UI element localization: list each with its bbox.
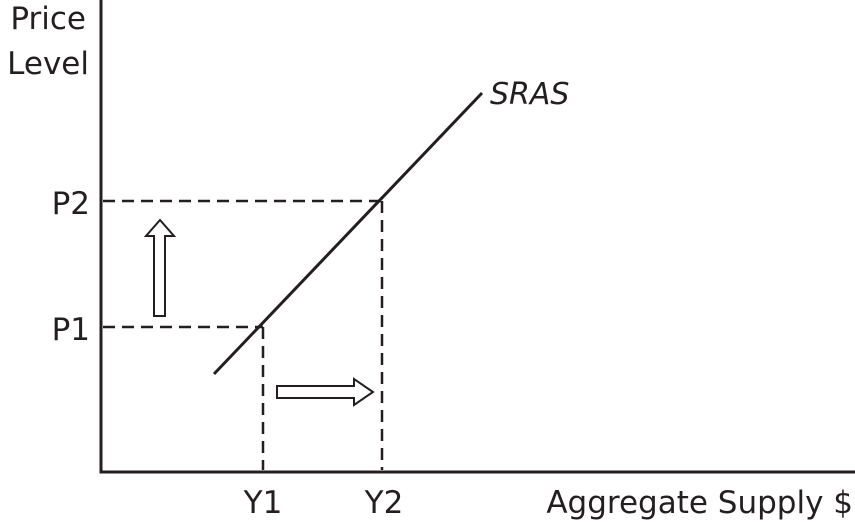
up-arrow-icon — [143, 218, 177, 317]
y1-label: Y1 — [243, 485, 283, 521]
p2-label: P2 — [52, 186, 90, 222]
sras-label: SRAS — [490, 77, 569, 112]
right-arrow-icon — [276, 377, 375, 407]
p1-label: P1 — [52, 312, 90, 348]
y2-label: Y2 — [364, 485, 404, 521]
x-axis-title: Aggregate Supply $ — [546, 485, 853, 521]
y-axis-title-line1: Price — [10, 1, 86, 37]
sras-curve — [212, 91, 484, 376]
y-axis-title-line2: Level — [7, 46, 89, 82]
